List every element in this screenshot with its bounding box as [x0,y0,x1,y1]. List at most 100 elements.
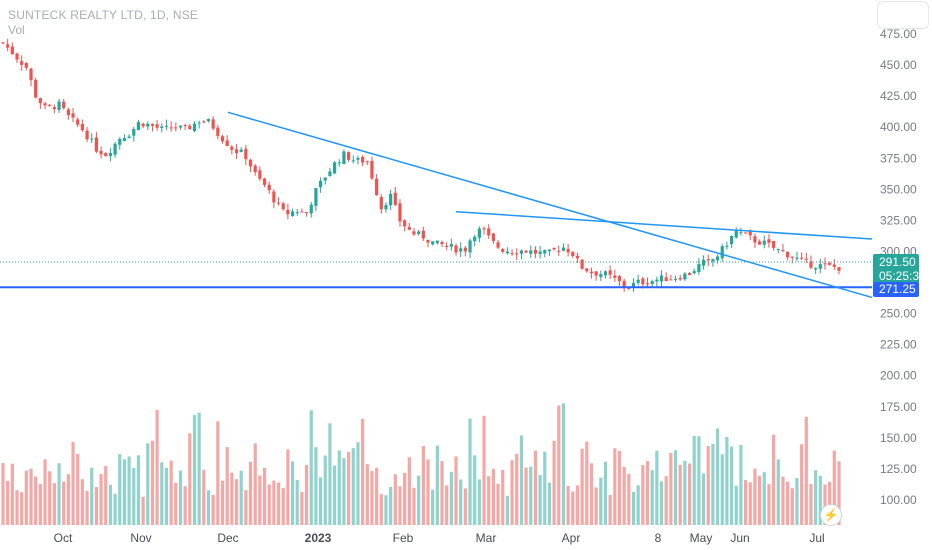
candle-body [678,277,682,280]
candle-body [304,212,309,214]
volume-bar [57,463,61,525]
candle-body [99,150,103,155]
candle-body [515,253,519,255]
candle-body [832,264,836,267]
candle-body [655,279,659,282]
bar-countdown: 05:25:33 [879,269,926,283]
volume-bar [613,448,617,525]
volume-bar [454,456,458,525]
volume-bar [141,496,145,525]
volume-bar [762,472,766,525]
candle-body [225,140,229,147]
candle-body [491,233,495,241]
x-tick-label: Jul [809,531,824,545]
candle-body [505,251,510,254]
volume-bar [202,469,206,525]
volume-bar [776,459,780,525]
volume-bar [655,450,659,525]
volume-bar [34,476,38,525]
volume-bar [164,467,169,525]
volume-bar [314,447,318,525]
volume-bar [431,489,435,525]
x-tick-label: Jun [730,531,749,545]
volume-bar [585,441,589,525]
volume-bar [701,473,706,525]
volume-bar [304,464,309,525]
candle-body [20,61,24,65]
volume-bar [496,483,500,525]
candle-body [412,231,416,235]
volume-bar [491,468,495,525]
candle-body [132,129,136,136]
chart-settings-button[interactable] [877,1,929,29]
candle-body [734,231,738,238]
candle-body [253,165,257,173]
volume-bar [421,446,425,525]
candle-body [122,138,127,141]
lightning-icon[interactable]: ⚡ [820,504,842,526]
volume-bar [351,448,355,525]
volume-bar [627,473,631,525]
candle-body [328,171,332,176]
x-tick-label: Nov [130,531,151,545]
volume-bar [188,433,192,525]
candle-body [758,241,762,245]
candle-body [202,121,206,123]
candle-body [631,282,636,288]
volume-bar [547,482,552,525]
volume-bar [692,435,696,525]
candle-body [776,248,780,250]
candle-body [683,273,687,280]
candle-body [113,143,117,155]
candle-body [538,251,542,255]
candle-body [445,245,449,247]
trendline-2[interactable] [455,210,873,240]
candle-body [281,203,285,210]
x-axis[interactable]: Oct Nov Dec 2023 Feb Mar Apr 8 May Jun Jul [54,531,825,545]
volume-bar [393,474,397,525]
candle-body [323,177,327,181]
candle-body [309,204,313,214]
candle-body [431,241,435,245]
volume-bar [253,443,257,525]
volume-bar [66,474,70,525]
candle-body [599,274,603,278]
volume-bar [748,482,752,525]
candle-body [407,226,411,230]
candle-body [104,153,108,157]
volume-bar [687,463,692,525]
candle-body [267,184,271,191]
candle-body [272,191,276,203]
candle-body [790,256,794,258]
candle-body [188,125,192,130]
volume-bars [1,403,841,525]
candle-body [477,228,481,238]
candle-body [337,162,341,164]
horizontal-line-tag: 271.25 [873,282,919,297]
candle-body [585,268,589,272]
volume-bar [71,441,75,525]
volume-bar [683,460,687,525]
candle-body [617,276,622,282]
volume-bar [631,491,636,525]
x-tick-label: Feb [393,531,414,545]
volume-bar [244,490,248,525]
volume-bar [814,470,818,525]
volume-bar [276,482,281,525]
candle-body [575,255,580,259]
candle-body [356,157,360,160]
y-tick-label: 250.00 [880,307,917,321]
candle-body [141,123,145,127]
candle-body [781,250,785,252]
volume-label: Vol [8,23,25,37]
candle-body [673,278,678,280]
volume-bar [809,483,813,525]
volume-bar [711,443,715,525]
volume-bar [533,450,538,525]
trendline-1[interactable] [227,111,873,299]
volume-bar [136,455,141,525]
volume-bar [328,423,332,525]
volume-bar [753,468,757,525]
candle-body [589,271,594,274]
